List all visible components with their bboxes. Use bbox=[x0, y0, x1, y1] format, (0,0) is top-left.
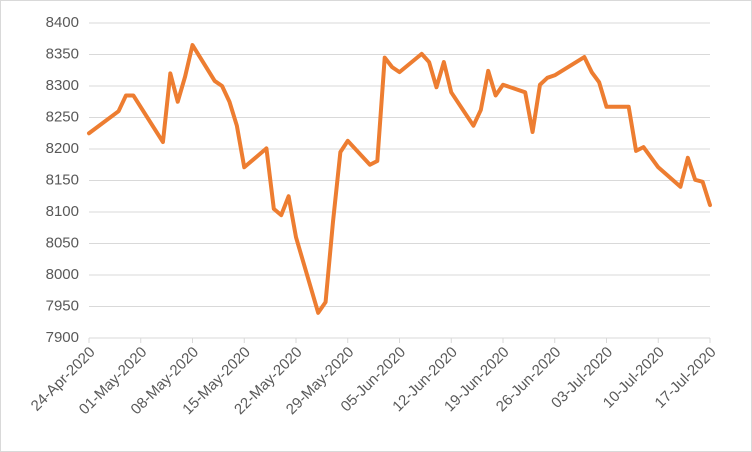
y-tick-label: 8050 bbox=[46, 234, 79, 251]
y-tick-label: 8300 bbox=[46, 77, 79, 94]
y-tick-label: 8000 bbox=[46, 266, 79, 283]
y-tick-label: 8350 bbox=[46, 45, 79, 62]
y-tick-label: 7950 bbox=[46, 297, 79, 314]
y-tick-label: 8150 bbox=[46, 171, 79, 188]
y-tick-label: 8400 bbox=[46, 14, 79, 31]
data-line bbox=[87, 43, 712, 315]
y-tick-label: 7900 bbox=[46, 329, 79, 346]
y-tick-label: 8250 bbox=[46, 108, 79, 125]
y-tick-label: 8200 bbox=[46, 140, 79, 157]
y-tick-label: 8100 bbox=[46, 203, 79, 220]
